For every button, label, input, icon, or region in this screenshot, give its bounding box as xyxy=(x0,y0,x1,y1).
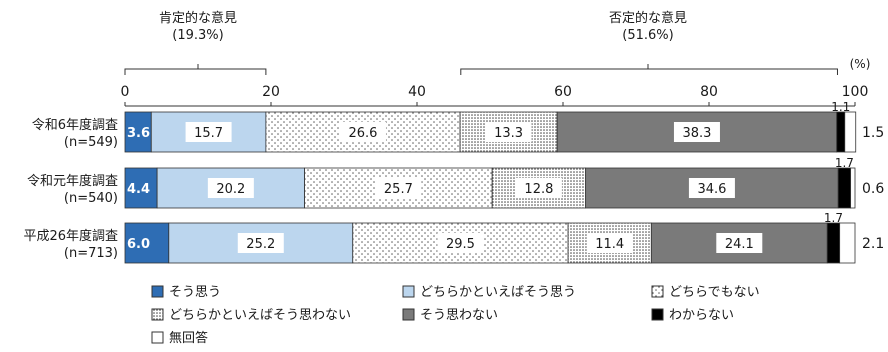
legend-item-5: わからない xyxy=(651,308,734,323)
bar-value-label: 29.5 xyxy=(446,237,475,252)
negative-bracket-title: 否定的な意見 xyxy=(608,11,688,26)
legend-label: わからない xyxy=(669,308,734,323)
row-label: 令和元年度調査 xyxy=(27,173,118,189)
bar-label-box xyxy=(688,178,735,198)
legend-swatch xyxy=(651,285,664,298)
bar-segment-2 xyxy=(304,167,493,209)
bar-value-label: 12.8 xyxy=(524,182,553,197)
bar-value-label: 1.7 xyxy=(835,156,854,170)
legend-item-2: どちらでもない xyxy=(651,285,760,300)
bar-label-box xyxy=(716,233,763,253)
x-tick-label-0: 0 xyxy=(121,84,130,100)
bar-value-label: 1.1 xyxy=(831,100,850,114)
x-tick-label-80: 80 xyxy=(700,84,718,100)
legend-item-4: そう思わない xyxy=(402,308,498,323)
bar-value-label: 3.6 xyxy=(127,126,150,141)
bar-value-label: 25.2 xyxy=(246,237,275,252)
bracket-line-negative xyxy=(460,64,838,75)
bar-row-2: 平成26年度調査 (n=713) 6.0 25.2 29.5 11.4 24.1 1.7 2.1 xyxy=(23,211,884,264)
negative-bracket-value: (51.6%) xyxy=(622,28,674,43)
bar-segment-6 xyxy=(844,111,857,153)
legend-label: 無回答 xyxy=(169,330,208,346)
bar-segment-6 xyxy=(850,167,856,209)
axis-layer: 0 20 40 60 80 100 (%) xyxy=(121,57,871,107)
row-n-label: (n=540) xyxy=(64,191,118,206)
bar-value-label: 20.2 xyxy=(216,182,245,197)
legend-label: どちらかといえばそう思う xyxy=(420,285,576,300)
bar-label-box xyxy=(515,178,562,198)
legend-swatch xyxy=(402,285,415,298)
legend-label: そう思う xyxy=(169,285,221,300)
row-label: 令和6年度調査 xyxy=(32,117,118,133)
legend-item-0: そう思う xyxy=(151,285,221,300)
bar-segment-5 xyxy=(837,167,852,209)
legend-swatch xyxy=(151,331,164,344)
bar-label-box xyxy=(185,122,232,142)
legend-swatch xyxy=(151,308,164,321)
legend-swatch xyxy=(402,308,415,321)
bar-value-label: 25.7 xyxy=(384,182,413,197)
x-tick-label-60: 60 xyxy=(554,84,572,100)
legend-swatch xyxy=(151,285,164,298)
bar-value-label: 24.1 xyxy=(725,237,754,252)
bar-row-1: 令和元年度調査 (n=540) 4.4 20.2 25.7 12.8 34.6 1.7 0.6 xyxy=(27,156,884,209)
bar-segment-0 xyxy=(124,222,170,264)
bar-value-label: 34.6 xyxy=(697,182,726,197)
unit-label: (%) xyxy=(850,57,871,71)
bar-value-label: 38.3 xyxy=(682,126,711,141)
x-tick-label-20: 20 xyxy=(262,84,280,100)
legend-swatch xyxy=(651,308,664,321)
bar-label-box xyxy=(673,122,720,142)
positive-bracket-title: 肯定的な意見 xyxy=(158,11,238,26)
row-n-label: (n=713) xyxy=(64,246,118,261)
legend-item-3: どちらかといえばそう思わない xyxy=(151,308,351,323)
positive-bracket-value: (19.3%) xyxy=(172,28,224,43)
legend-item-1: どちらかといえばそう思う xyxy=(402,285,576,300)
bar-label-box xyxy=(586,233,633,253)
x-tick-label-40: 40 xyxy=(408,84,426,100)
bar-value-label: 1.5 xyxy=(862,125,884,141)
bar-segment-0 xyxy=(124,167,158,209)
bar-label-box xyxy=(339,122,386,142)
legend-item-6: 無回答 xyxy=(151,330,208,346)
row-label: 平成26年度調査 xyxy=(23,228,118,244)
legend-label: そう思わない xyxy=(420,308,498,323)
bar-value-label: 1.7 xyxy=(824,211,843,225)
bar-label-box xyxy=(375,178,422,198)
legend-label: どちらでもない xyxy=(669,285,760,300)
bar-segment-5 xyxy=(826,222,841,264)
x-tick-label-100: 100 xyxy=(842,84,869,100)
bar-value-label: 11.4 xyxy=(595,237,624,252)
row-n-label: (n=549) xyxy=(64,135,118,150)
bar-value-label: 26.6 xyxy=(349,126,378,141)
bar-label-box xyxy=(237,233,284,253)
bar-segment-6 xyxy=(839,222,856,264)
bar-value-label: 6.0 xyxy=(127,237,150,252)
bar-value-label: 13.3 xyxy=(494,126,523,141)
bracket-line-positive xyxy=(124,64,267,75)
positive-bracket-label: 肯定的な意見 (19.3%) xyxy=(159,10,237,44)
bar-value-label: 15.7 xyxy=(194,126,223,141)
bar-label-box xyxy=(485,122,532,142)
negative-bracket-label: 否定的な意見 (51.6%) xyxy=(609,10,687,44)
bar-value-label: 4.4 xyxy=(127,182,150,197)
legend-label: どちらかといえばそう思わない xyxy=(169,308,351,323)
bar-value-label: 0.6 xyxy=(862,181,884,197)
bar-label-box xyxy=(437,233,484,253)
bar-segment-5 xyxy=(836,111,846,153)
bar-label-box xyxy=(207,178,254,198)
bar-row-0: 令和6年度調査 (n=549) 3.6 15.7 26.6 13.3 38.3 1.1 1.5 xyxy=(32,100,884,153)
bar-layer: 令和6年度調査(n=549)3.6 15.7 26.6 13.3 38.31.11.5令… xyxy=(23,100,884,264)
bar-value-label: 2.1 xyxy=(862,236,884,252)
bar-segment-0 xyxy=(124,111,152,153)
